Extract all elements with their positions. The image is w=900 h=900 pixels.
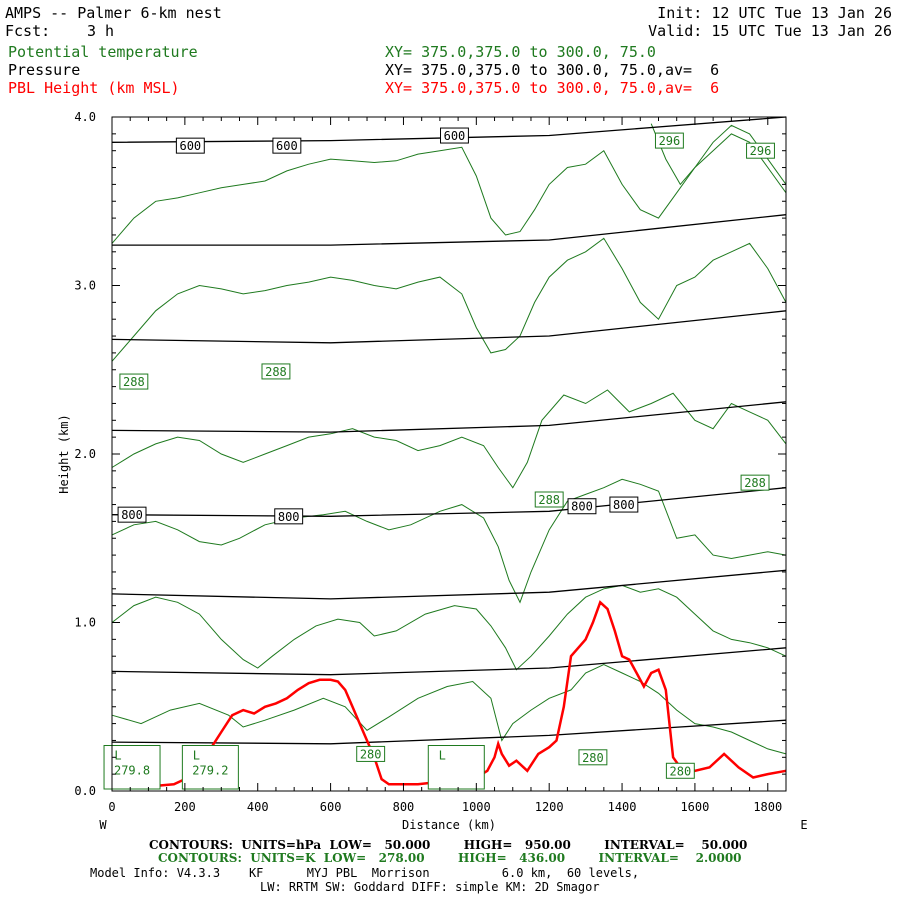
pressure-contour-650-hPa bbox=[112, 214, 787, 246]
pbl-height-line bbox=[112, 600, 787, 789]
low-marker-letter-0: L bbox=[114, 749, 121, 763]
field2-xsec: XY= 375.0,375.0 to 300.0, 75.0,av= 6 bbox=[385, 61, 720, 79]
field2-name: Pressure bbox=[8, 61, 81, 79]
pressure-contour-700-hPa bbox=[111, 310, 787, 344]
x-tick-label-6: 1200 bbox=[535, 800, 564, 814]
y-tick-label-0: 0.0 bbox=[74, 784, 96, 798]
theta-label-0-box bbox=[119, 373, 149, 390]
low-marker-box-1 bbox=[181, 745, 239, 790]
field3-xsec: XY= 375.0,375.0 to 300.0, 75.0,av= 6 bbox=[385, 79, 720, 97]
pressure-label-5-box bbox=[567, 498, 597, 515]
theta-label-2-box bbox=[534, 491, 564, 508]
theta-label-5: 296 bbox=[750, 144, 772, 158]
x-tick-label-3: 600 bbox=[320, 800, 342, 814]
theta-label-0: 288 bbox=[123, 375, 145, 389]
pressure-label-1-box bbox=[272, 137, 302, 154]
valid-time: Valid: 15 UTC Tue 13 Jan 26 bbox=[648, 22, 892, 40]
theta-label-4-box bbox=[654, 132, 684, 149]
theta-label-2: 288 bbox=[538, 493, 560, 507]
low-marker-box-2 bbox=[427, 745, 485, 790]
plot-frame bbox=[111, 116, 787, 792]
field1-xsec: XY= 375.0,375.0 to 300.0, 75.0 bbox=[385, 43, 656, 61]
x-tick-label-2: 400 bbox=[247, 800, 269, 814]
theta-contour-theta-290 bbox=[111, 389, 787, 489]
theta-label-3: 288 bbox=[744, 476, 766, 490]
x-tick-label-4: 800 bbox=[393, 800, 415, 814]
model-info-physics: LW: RRTM SW: Goddard DIFF: simple KM: 2D… bbox=[260, 880, 600, 894]
init-time: Init: 12 UTC Tue 13 Jan 26 bbox=[657, 4, 892, 22]
theta-label-3-box bbox=[740, 474, 770, 491]
pressure-contour-600-hPa bbox=[111, 116, 787, 143]
pressure-label-0-box bbox=[175, 137, 205, 154]
x-axis-label: Distance (km) bbox=[402, 818, 496, 832]
y-tick-label-4: 4.0 bbox=[74, 110, 96, 124]
x-tick-label-7: 1400 bbox=[608, 800, 637, 814]
contours-pressure-info: CONTOURS: UNITS=hPa LOW= 50.000 HIGH= 95… bbox=[149, 838, 748, 852]
x-tick-label-9: 1800 bbox=[753, 800, 782, 814]
theta-label-4: 296 bbox=[659, 134, 681, 148]
pressure-label-5: 800 bbox=[571, 500, 593, 514]
pressure-contour-750-hPa bbox=[111, 401, 787, 433]
theta-label-8-box bbox=[665, 762, 695, 779]
theta-label-5-box bbox=[746, 142, 775, 159]
theta-contour-theta-288 bbox=[111, 478, 787, 604]
y-tick-label-1: 1.0 bbox=[74, 616, 96, 630]
theta-contour-theta-292 bbox=[111, 237, 787, 362]
contours-theta-info: CONTOURS: UNITS=K LOW= 278.00 HIGH= 436.… bbox=[158, 851, 742, 865]
low-marker-letter-2: L bbox=[439, 749, 446, 763]
field1-name: Potential temperature bbox=[8, 43, 198, 61]
low-marker-value-1: 279.2 bbox=[192, 764, 228, 778]
west-label: W bbox=[99, 818, 107, 832]
forecast-value: 3 h bbox=[87, 22, 115, 40]
x-tick-label-0: 0 bbox=[108, 800, 115, 814]
pressure-label-6: 800 bbox=[613, 498, 635, 512]
model-info: Model Info: V4.3.3 KF MYJ PBL Morrison 6… bbox=[90, 866, 640, 880]
pressure-contour-900-hPa bbox=[111, 647, 787, 676]
pressure-label-2-box bbox=[440, 127, 469, 144]
theta-label-6-box bbox=[356, 745, 386, 762]
theta-label-7-box bbox=[578, 749, 608, 766]
theta-contour-theta-286 bbox=[111, 584, 787, 671]
pressure-label-2: 600 bbox=[444, 129, 466, 143]
pressure-contour-950-hPa bbox=[111, 719, 787, 745]
theta-label-1-box bbox=[261, 363, 291, 380]
theta-label-1: 288 bbox=[265, 365, 287, 379]
pressure-label-0: 600 bbox=[179, 139, 201, 153]
chart-title: AMPS -- Palmer 6-km nest bbox=[5, 4, 222, 22]
y-tick-label-2: 2.0 bbox=[74, 447, 96, 461]
theta-label-7: 280 bbox=[582, 751, 604, 765]
low-marker-letter-1: L bbox=[193, 749, 200, 763]
pressure-label-4: 800 bbox=[278, 510, 300, 524]
forecast-label: Fcst: bbox=[5, 22, 51, 40]
low-marker-value-0: 279.8 bbox=[114, 764, 150, 778]
pressure-label-6-box bbox=[609, 496, 639, 513]
pressure-contour-850-hPa bbox=[111, 569, 787, 600]
theta-label-8: 280 bbox=[670, 764, 692, 778]
y-axis-label: Height (km) bbox=[57, 414, 71, 493]
east-label: E bbox=[800, 818, 807, 832]
theta-contour-theta-294 bbox=[111, 133, 787, 244]
pressure-label-3-box bbox=[117, 506, 147, 523]
theta-contour-theta-282 bbox=[111, 664, 787, 755]
x-tick-label-8: 1600 bbox=[680, 800, 709, 814]
pressure-label-1: 600 bbox=[276, 139, 298, 153]
low-marker-box-0 bbox=[103, 745, 161, 790]
pressure-contour-800-hPa bbox=[111, 487, 787, 517]
field3-name: PBL Height (km MSL) bbox=[8, 79, 180, 97]
x-tick-label-1: 200 bbox=[174, 800, 196, 814]
theta-label-6: 280 bbox=[360, 747, 382, 761]
pressure-label-3: 800 bbox=[121, 508, 143, 522]
pressure-label-4-box bbox=[274, 508, 304, 525]
x-tick-label-5: 1000 bbox=[462, 800, 491, 814]
y-tick-label-3: 3.0 bbox=[74, 279, 96, 293]
